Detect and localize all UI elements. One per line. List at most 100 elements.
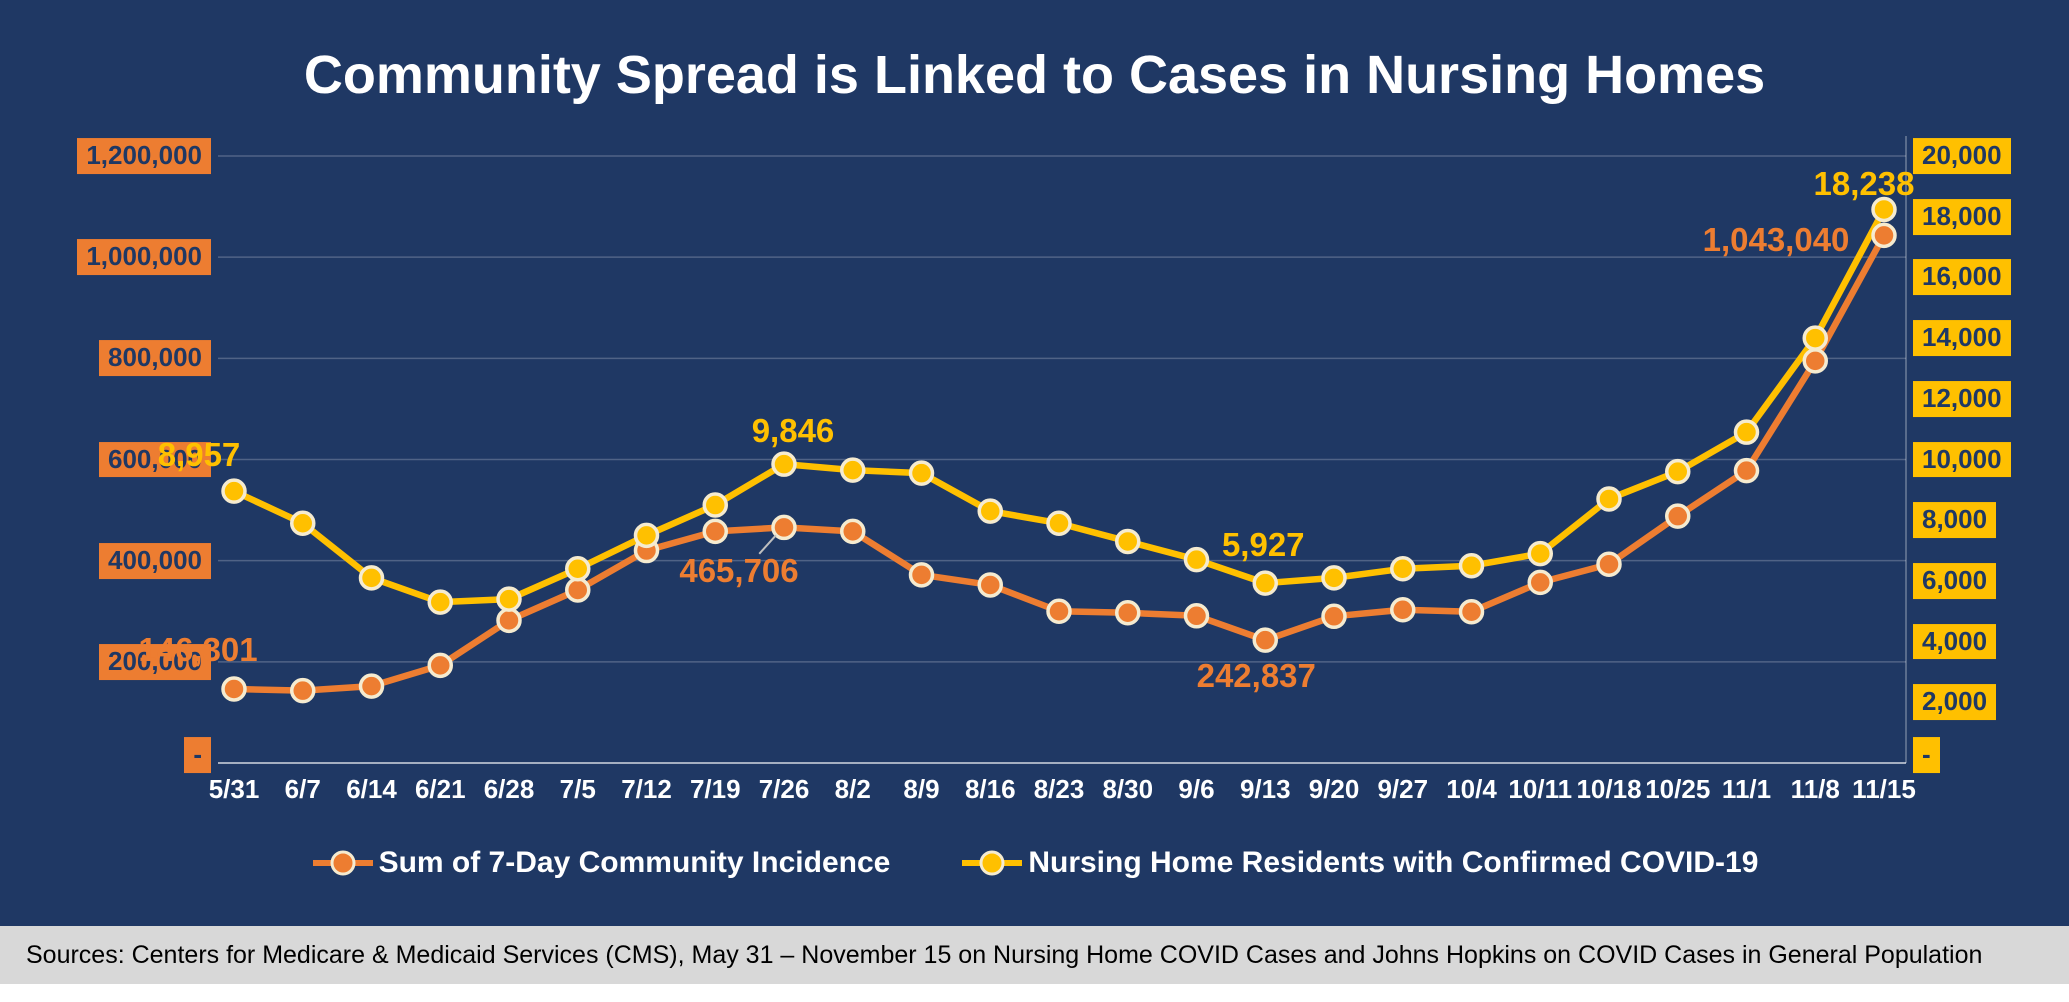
x-axis-label: 9/13 [1239,774,1291,804]
legend-marker-nursing-home-icon [962,850,1023,876]
data-point-community-incidence [427,652,453,679]
callout-leader-line [758,534,777,555]
data-point-community-incidence [1665,503,1691,529]
data-point-nursing-home [840,457,866,483]
data-point-nursing-home [1458,552,1485,579]
chart-legend: Sum of 7-Day Community Incidence Nursing… [0,846,2069,880]
data-point-community-incidence [1252,627,1278,653]
right-axis-tick: - [1913,737,1940,773]
right-axis-tick: 10,000 [1913,441,2011,478]
data-callout: 18,238 [1813,165,1915,203]
data-point-community-incidence [908,562,935,588]
x-axis-label: 7/19 [689,774,741,804]
x-axis-label: 9/6 [1178,774,1215,804]
data-point-community-incidence [1596,551,1622,577]
data-point-nursing-home [977,498,1003,524]
data-point-nursing-home [1733,419,1760,445]
legend-label-nursing-home: Nursing Home Residents with Confirmed CO… [1028,846,1759,879]
x-axis-label: 6/14 [346,774,397,804]
right-axis-tick: 20,000 [1913,138,2011,174]
data-point-community-incidence [1871,222,1897,249]
x-axis-label: 8/30 [1102,774,1154,804]
left-axis-tick: 600,000 [99,441,211,478]
left-axis-tick: - [184,737,211,773]
legend-item-community-incidence: Sum of 7-Day Community Incidence [311,846,890,880]
left-axis-tick: 800,000 [99,340,211,377]
data-point-nursing-home [702,492,728,518]
data-point-nursing-home [1665,458,1691,485]
data-callout: 242,837 [1196,657,1316,695]
data-point-nursing-home [1183,546,1210,573]
data-point-nursing-home [1046,510,1072,536]
data-point-community-incidence [1390,596,1416,623]
x-axis-label: 8/16 [964,774,1016,804]
data-point-nursing-home [1115,528,1141,555]
x-axis-label: 8/2 [834,774,871,804]
data-point-community-incidence [221,676,247,702]
x-axis-label: 11/8 [1790,774,1840,804]
data-point-nursing-home [908,460,935,486]
x-axis-label: 11/15 [1852,774,1916,804]
data-point-community-incidence [1458,599,1485,625]
x-axis-label: 9/27 [1377,774,1429,804]
data-point-nursing-home [565,556,591,582]
right-axis-tick: 14,000 [1913,320,2011,357]
data-callout: 8,957 [157,436,241,474]
x-axis-label: 10/25 [1645,774,1711,804]
x-axis-label: 8/9 [903,774,940,804]
data-point-community-incidence [702,518,728,545]
data-point-nursing-home [427,589,453,615]
right-axis-tick: 2,000 [1913,684,1997,721]
legend-item-nursing-home: Nursing Home Residents with Confirmed CO… [960,846,1758,880]
right-axis-tick: 4,000 [1913,623,1997,660]
x-axis-label: 10/18 [1576,774,1642,804]
data-point-community-incidence [1183,603,1210,629]
x-axis-label: 11/1 [1721,774,1772,804]
data-point-community-incidence [1527,569,1553,596]
x-axis-label: 7/12 [621,774,672,804]
data-point-community-incidence [290,677,316,704]
x-axis-label: 10/4 [1446,774,1497,804]
data-point-nursing-home [1390,556,1416,582]
right-axis-tick: 18,000 [1913,198,2011,235]
data-point-nursing-home [1871,196,1897,223]
data-point-community-incidence [1733,457,1760,484]
data-point-nursing-home [1596,486,1622,512]
x-axis-label: 5/31 [208,774,260,804]
left-axis-tick: 1,000,000 [77,239,211,276]
data-point-nursing-home [290,510,316,536]
x-axis-label: 6/21 [414,774,466,804]
data-point-community-incidence [1115,600,1141,626]
data-point-community-incidence [840,518,866,545]
data-point-community-incidence [1046,598,1072,624]
data-point-community-incidence [771,514,797,541]
data-point-nursing-home [1252,570,1278,596]
data-callout: 5,927 [1221,526,1305,564]
right-axis-tick: 16,000 [1913,259,2011,296]
data-point-community-incidence [977,572,1003,598]
data-point-nursing-home [1527,540,1553,567]
sources-note-text: Sources: Centers for Medicare & Medicaid… [26,940,1983,969]
data-point-nursing-home [771,451,797,477]
right-axis-tick: 8,000 [1913,502,1997,539]
data-callout: 1,043,040 [1702,221,1850,259]
x-axis-label: 6/28 [483,774,535,804]
data-point-nursing-home [633,522,660,549]
x-axis-label: 8/23 [1033,774,1085,804]
x-axis-label: 10/11 [1508,774,1573,804]
right-axis-tick: 6,000 [1913,562,1997,599]
legend-marker-community-incidence-icon [312,850,373,876]
x-axis-label: 9/20 [1308,774,1360,804]
data-point-nursing-home [1802,325,1828,351]
data-point-community-incidence [1321,603,1347,630]
data-point-community-incidence [358,673,385,699]
left-axis-tick: 400,000 [99,542,211,579]
data-point-nursing-home [358,565,385,591]
x-axis-label: 7/5 [559,774,596,804]
data-callout: 146,301 [138,630,258,668]
left-axis-tick: 200,000 [99,643,211,680]
bottom-strip [0,984,2069,1002]
x-axis-label: 6/7 [284,774,321,804]
